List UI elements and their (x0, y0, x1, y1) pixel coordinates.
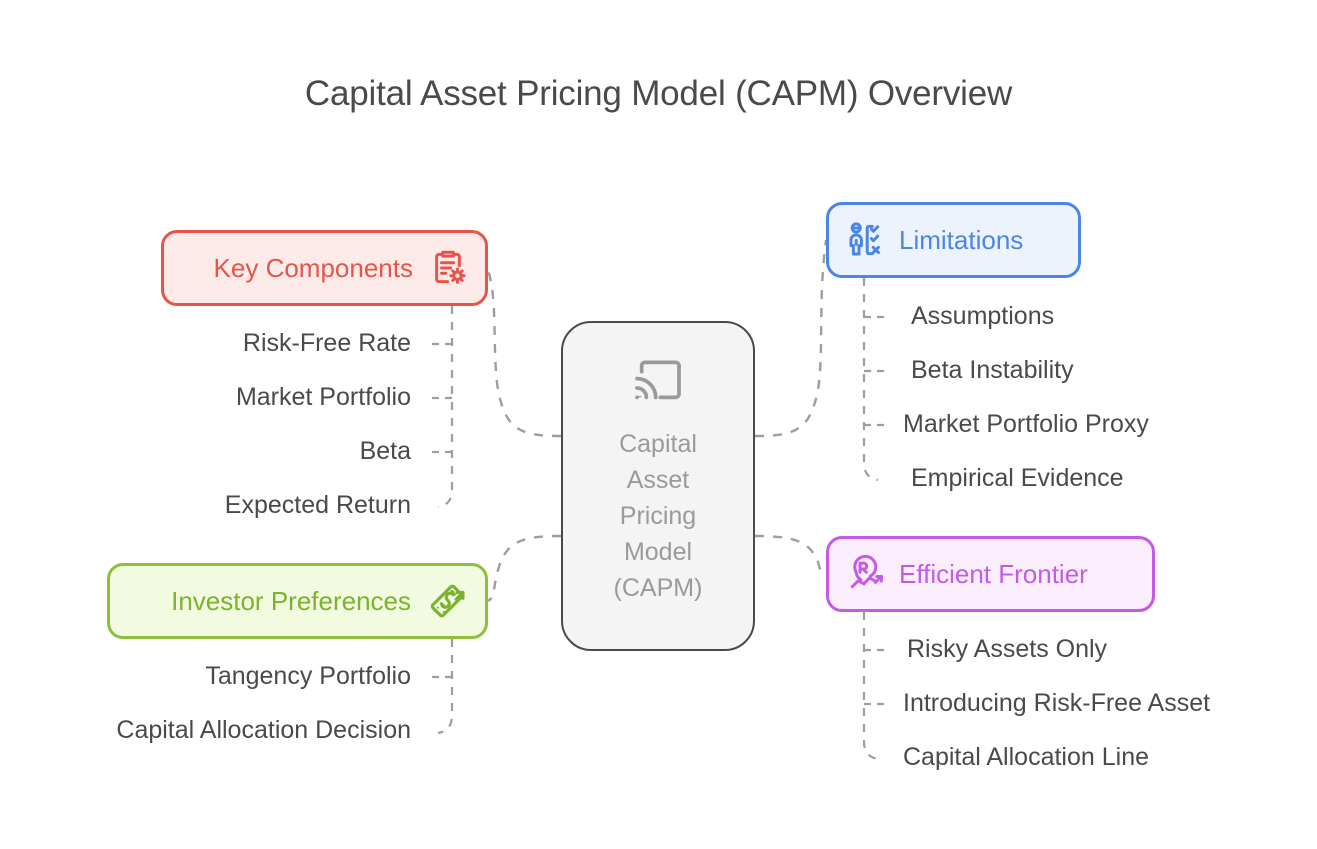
leaf-label: Risk-Free Rate (242, 329, 411, 357)
spine-efficient-frontier (862, 612, 879, 761)
connector-center-investor-preferences (487, 534, 562, 603)
leaf-capital-allocation-decision[interactable]: Capital Allocation Decision (0, 718, 411, 743)
branch-badge-efficient-frontier[interactable]: Efficient Frontier (826, 536, 1155, 612)
center-node-label: Capital Asset Pricing Model (CAPM) (613, 430, 703, 602)
leaf-beta-instability[interactable]: Beta Instability (911, 358, 1074, 383)
leaf-beta[interactable]: Beta (0, 439, 411, 464)
connector-center-key-components (486, 269, 562, 438)
leaf-label: Market Portfolio (235, 383, 411, 411)
leaf-label: Capital Allocation Line (903, 743, 1149, 771)
branch-label-limitations: Limitations (899, 224, 1024, 255)
branch-label-key-components: Key Components (213, 252, 413, 283)
leaf-label: Capital Allocation Decision (116, 716, 411, 744)
branch-badge-investor-preferences[interactable]: Investor Preferences (107, 563, 488, 639)
money-arrow-icon (425, 579, 469, 623)
leaf-label: Market Portfolio Proxy (903, 410, 1149, 438)
spine-investor-preferences (437, 639, 454, 735)
leaf-label: Introducing Risk-Free Asset (903, 689, 1211, 717)
leaf-risky-assets-only[interactable]: Risky Assets Only (907, 637, 1107, 662)
leaf-market-portfolio[interactable]: Market Portfolio (0, 385, 411, 410)
clipboard-gear-icon (427, 247, 469, 289)
leaf-label: Assumptions (911, 302, 1055, 330)
spine-limitations (862, 278, 879, 482)
leaf-tangency-portfolio[interactable]: Tangency Portfolio (0, 664, 411, 689)
leaf-risk-free-rate[interactable]: Risk-Free Rate (0, 331, 411, 356)
branch-label-efficient-frontier: Efficient Frontier (899, 558, 1088, 589)
leaf-label: Beta Instability (911, 356, 1074, 384)
leaf-label: Tangency Portfolio (205, 662, 411, 690)
branch-badge-limitations[interactable]: Limitations (826, 202, 1081, 278)
branch-label-investor-preferences: Investor Preferences (171, 585, 411, 616)
leaf-empirical-evidence[interactable]: Empirical Evidence (911, 466, 1124, 491)
connector-center-limitations (754, 239, 828, 438)
connector-center-efficient-frontier (754, 534, 827, 576)
person-checklist-icon (845, 219, 887, 261)
cast-icon (628, 353, 688, 414)
leaf-market-portfolio-proxy[interactable]: Market Portfolio Proxy (903, 412, 1149, 437)
spine-key-components (437, 306, 454, 509)
leaf-label: Empirical Evidence (911, 464, 1124, 492)
branch-badge-key-components[interactable]: Key Components (161, 230, 488, 306)
leaf-capital-allocation-line[interactable]: Capital Allocation Line (903, 745, 1149, 770)
leaf-label: Expected Return (224, 491, 411, 519)
registered-growth-icon (845, 553, 887, 595)
leaf-expected-return[interactable]: Expected Return (0, 493, 411, 518)
leaf-label: Risky Assets Only (907, 635, 1108, 663)
leaf-assumptions[interactable]: Assumptions (911, 304, 1054, 329)
leaf-introducing-risk-free-asset[interactable]: Introducing Risk-Free Asset (903, 691, 1210, 716)
leaf-label: Beta (359, 437, 411, 465)
center-node[interactable]: Capital Asset Pricing Model (CAPM) (561, 321, 755, 651)
page-title: Capital Asset Pricing Model (CAPM) Overv… (304, 74, 1013, 113)
